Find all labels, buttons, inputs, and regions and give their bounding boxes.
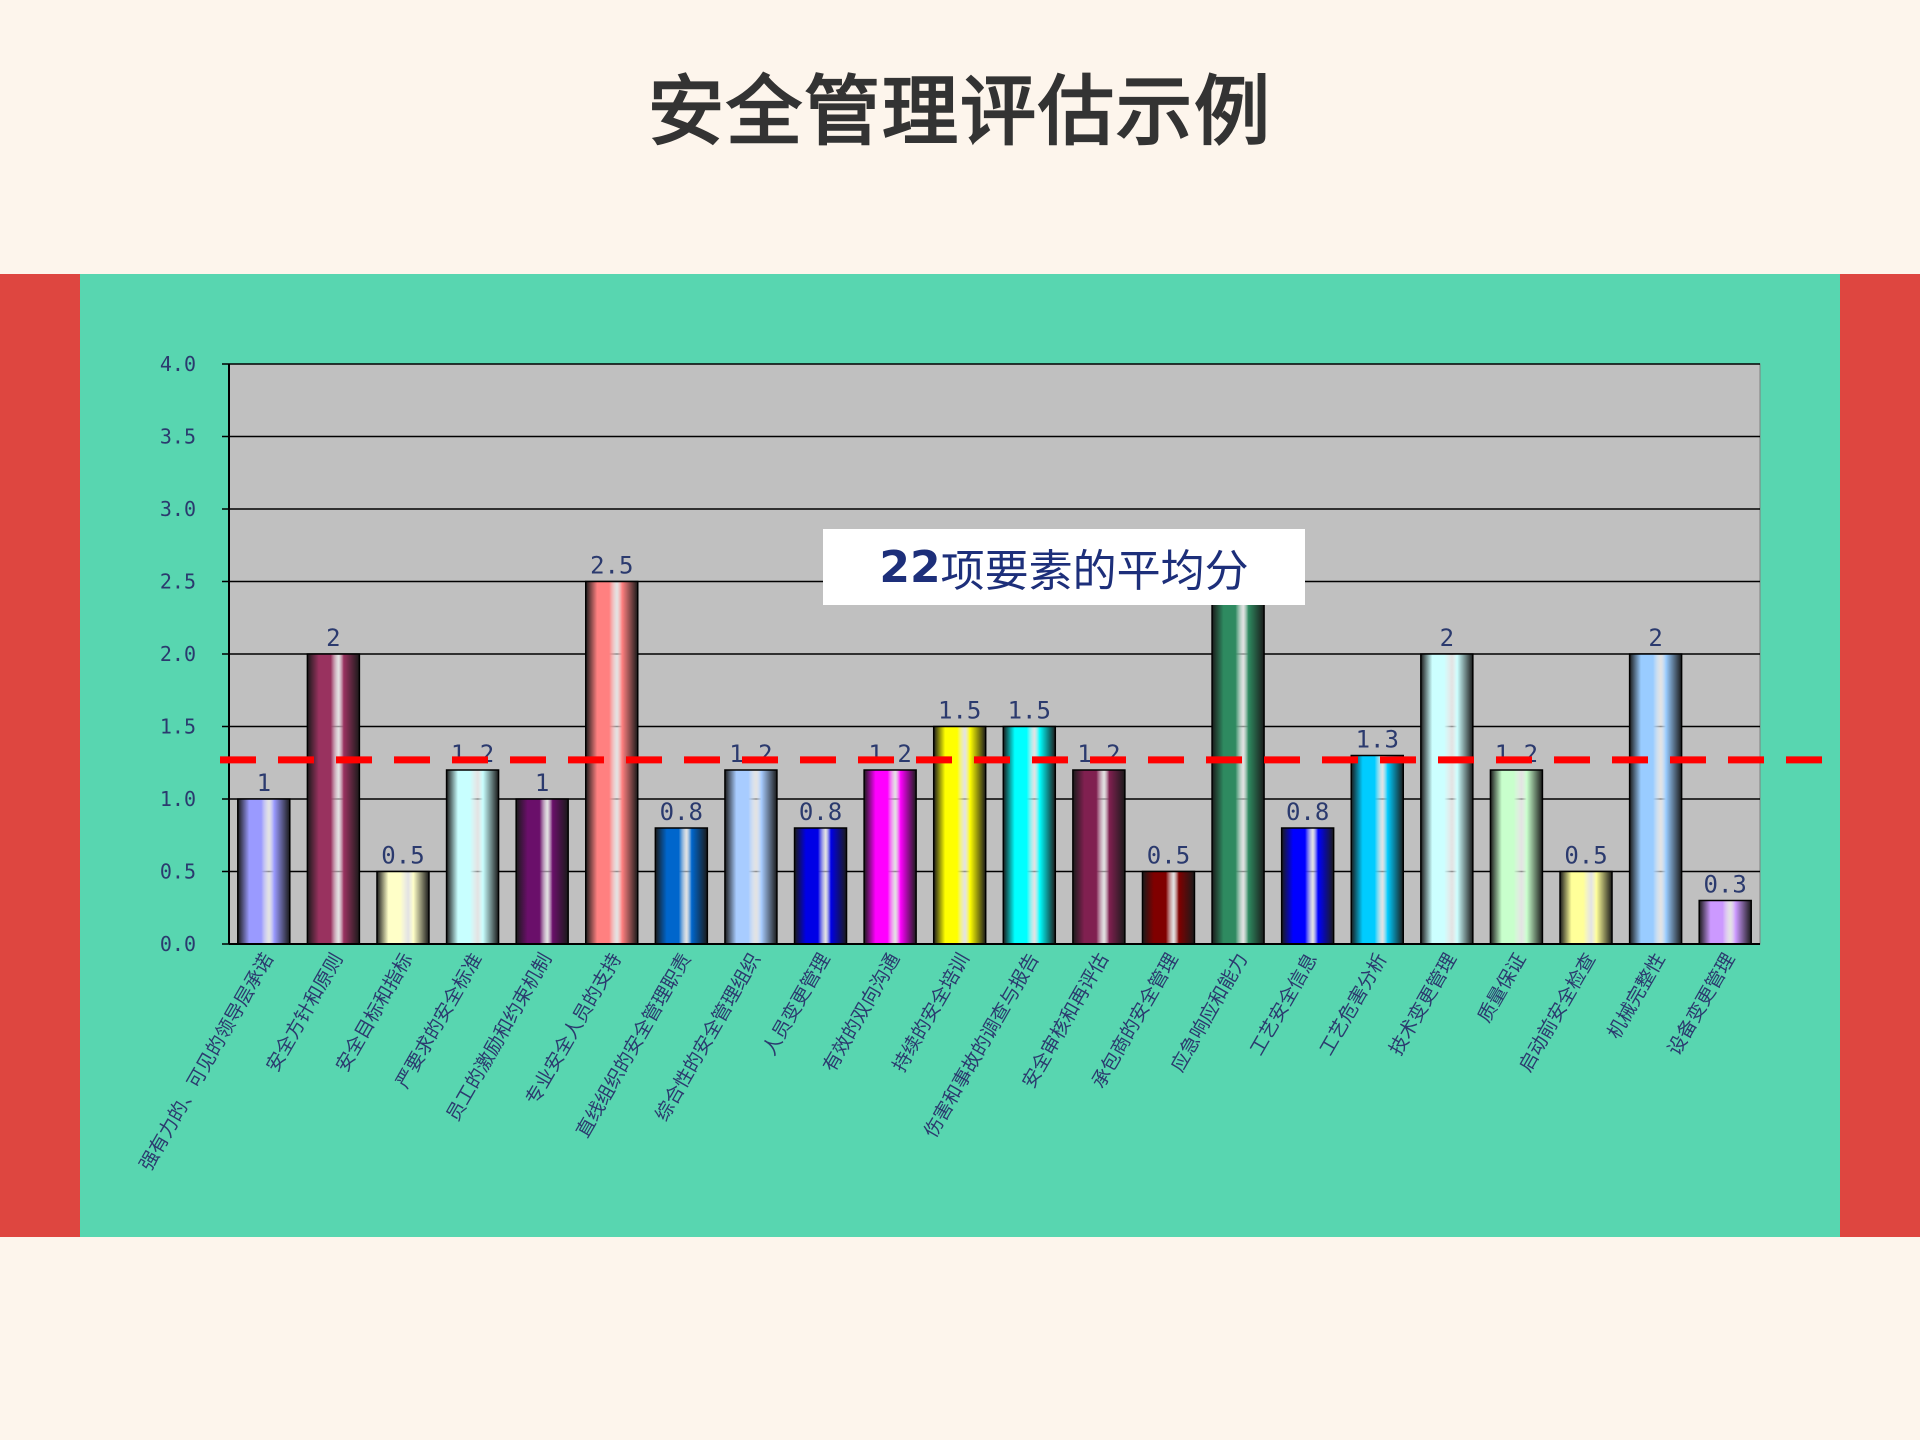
y-tick-label: 4.0 bbox=[160, 352, 196, 376]
bar bbox=[1628, 653, 1683, 945]
data-label: 2.5 bbox=[590, 552, 633, 580]
category-label: 人员变更管理 bbox=[759, 950, 835, 1060]
y-tick-label: 2.5 bbox=[160, 570, 196, 594]
category-label: 机械完整性 bbox=[1603, 950, 1670, 1043]
category-label: 工艺安全信息 bbox=[1246, 950, 1322, 1060]
bar bbox=[1559, 870, 1613, 945]
bar bbox=[1698, 899, 1752, 945]
y-axis-ticks: 0.0 0.5 1.0 1.5 2.0 2.5 3.0 3.5 4.0 bbox=[160, 352, 229, 956]
data-label: 1.5 bbox=[1008, 697, 1051, 725]
y-tick-label: 0.5 bbox=[160, 860, 196, 884]
bars bbox=[237, 580, 1752, 945]
category-label: 应急响应和能力 bbox=[1167, 950, 1253, 1076]
data-label: 1.5 bbox=[938, 697, 981, 725]
data-label: 0.5 bbox=[1564, 842, 1607, 870]
left-band-stripe bbox=[0, 274, 80, 1237]
y-tick-label: 1.0 bbox=[160, 787, 196, 811]
data-label: 2 bbox=[1440, 624, 1454, 652]
y-tick-label: 3.0 bbox=[160, 497, 196, 521]
bar bbox=[1420, 653, 1474, 945]
bar bbox=[1141, 870, 1196, 945]
data-label: 1.2 bbox=[729, 740, 772, 768]
category-label: 启动前安全检查 bbox=[1515, 950, 1601, 1076]
category-label: 质量保证 bbox=[1474, 950, 1531, 1027]
bar bbox=[1350, 754, 1404, 945]
y-tick-label: 0.0 bbox=[160, 932, 196, 956]
data-label: 0.5 bbox=[381, 842, 424, 870]
data-label: 2 bbox=[326, 624, 340, 652]
right-band-stripe bbox=[1840, 274, 1920, 1237]
data-label: 1.2 bbox=[451, 740, 494, 768]
data-label: 1.2 bbox=[868, 740, 911, 768]
y-tick-label: 3.5 bbox=[160, 425, 196, 449]
data-label: 2 bbox=[1648, 624, 1662, 652]
bar bbox=[306, 653, 361, 945]
category-label: 工艺危害分析 bbox=[1316, 950, 1392, 1060]
bar bbox=[445, 769, 500, 945]
category-label: 强有力的、可见的领导层承诺 bbox=[136, 950, 279, 1175]
data-label: 0.8 bbox=[1286, 798, 1329, 826]
bar bbox=[376, 870, 430, 945]
data-label: 0.3 bbox=[1704, 871, 1747, 899]
category-label: 设备变更管理 bbox=[1663, 950, 1739, 1060]
category-label: 安全目标和指标 bbox=[332, 950, 418, 1076]
y-tick-label: 2.0 bbox=[160, 642, 196, 666]
bar bbox=[1280, 827, 1335, 945]
category-label: 安全方针和原则 bbox=[262, 950, 348, 1076]
bar bbox=[793, 827, 848, 945]
average-annotation: 22 项要素的平均分 bbox=[823, 529, 1305, 605]
data-label: 1.3 bbox=[1356, 726, 1399, 754]
bar bbox=[1489, 769, 1544, 945]
data-label: 1 bbox=[257, 769, 271, 797]
bar bbox=[654, 827, 709, 945]
data-label: 0.5 bbox=[1147, 842, 1190, 870]
category-label: 技术变更管理 bbox=[1385, 950, 1461, 1060]
y-tick-label: 1.5 bbox=[160, 715, 196, 739]
category-labels: 强有力的、可见的领导层承诺安全方针和原则安全目标和指标严要求的安全标准员工的激励… bbox=[136, 950, 1740, 1175]
bar bbox=[724, 769, 778, 945]
bar bbox=[237, 798, 291, 945]
average-annotation-text: 项要素的平均分 bbox=[940, 546, 1249, 597]
data-label: 1.2 bbox=[1495, 740, 1538, 768]
bar bbox=[1072, 769, 1126, 945]
category-label: 有效的双向沟通 bbox=[819, 950, 905, 1076]
bar bbox=[515, 798, 569, 945]
bar bbox=[863, 769, 917, 945]
data-label: 0.8 bbox=[660, 798, 703, 826]
data-label: 1.2 bbox=[1077, 740, 1120, 768]
average-annotation-number: 22 bbox=[879, 541, 941, 593]
category-label: 持续的安全培训 bbox=[888, 950, 974, 1076]
data-label: 1 bbox=[535, 769, 549, 797]
page-title: 安全管理评估示例 bbox=[648, 67, 1272, 156]
data-label: 0.8 bbox=[799, 798, 842, 826]
